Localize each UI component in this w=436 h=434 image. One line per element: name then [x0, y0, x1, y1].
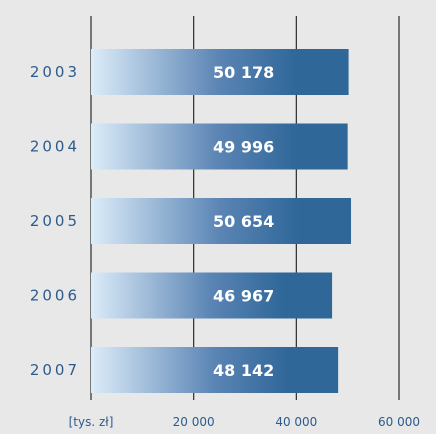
category-label-2007: 2007	[30, 361, 80, 379]
bar-2007	[91, 347, 339, 393]
bar-2006	[91, 272, 333, 319]
x-tick-label-0: [tys. zł]	[69, 415, 114, 429]
category-label-2003: 2003	[30, 63, 80, 81]
x-tick-label-3: 60 000	[378, 415, 420, 429]
bar-2005	[91, 198, 352, 244]
x-tick-label-2: 40 000	[275, 415, 317, 429]
bar-2003	[91, 49, 349, 95]
x-tick-label-1: 20 000	[173, 415, 215, 429]
value-label-2006: 46 967	[213, 287, 274, 306]
category-label-2005: 2005	[30, 212, 80, 230]
value-label-2007: 48 142	[213, 361, 274, 380]
value-label-2003: 50 178	[213, 63, 274, 82]
bars	[91, 49, 352, 393]
value-label-2005: 50 654	[213, 212, 274, 231]
category-label-2006: 2006	[30, 287, 80, 305]
value-label-2004: 49 996	[213, 138, 274, 157]
bar-2004	[91, 123, 348, 170]
labels: [tys. zł] 20 000 40 000 60 000 2003 50 178 200…	[30, 63, 420, 429]
category-label-2004: 2004	[30, 138, 80, 156]
